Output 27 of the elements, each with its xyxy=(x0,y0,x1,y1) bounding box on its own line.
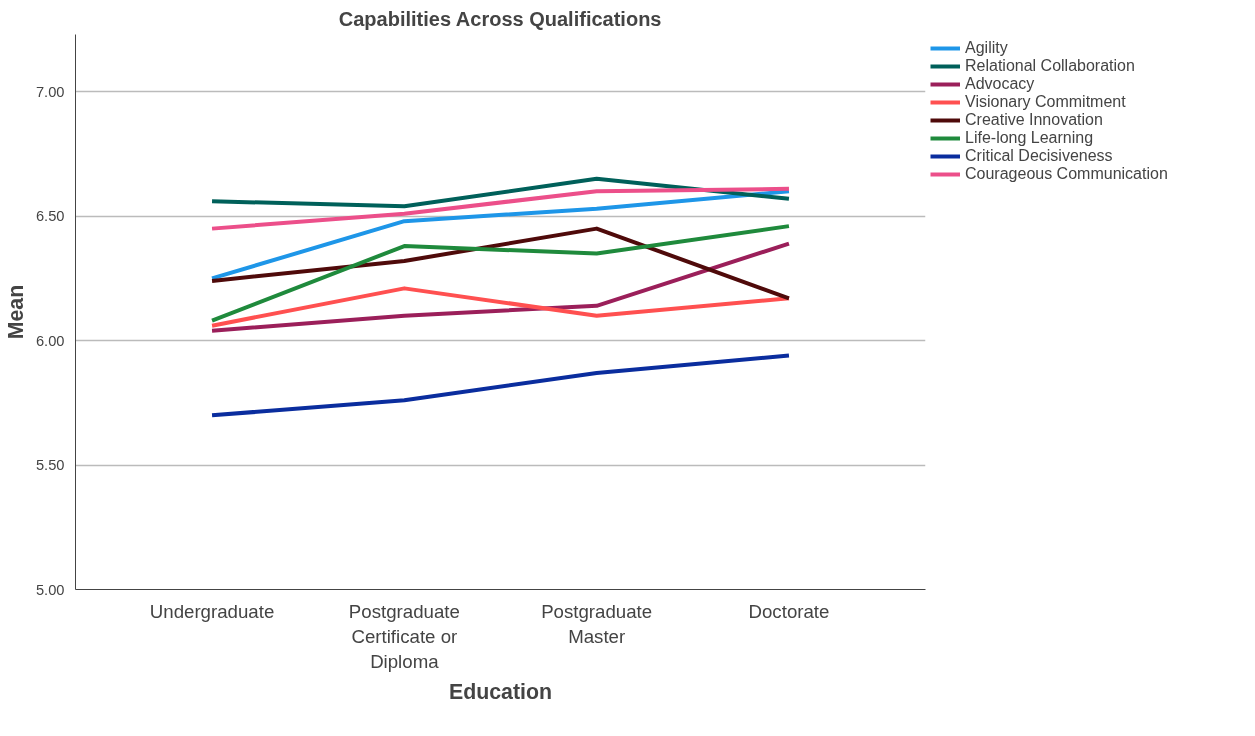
legend-label: Visionary Commitment xyxy=(965,93,1126,111)
legend-label: Courageous Communication xyxy=(965,165,1168,183)
y-tick-label: 7.00 xyxy=(35,83,65,100)
line-series xyxy=(210,353,791,418)
legend-label: Creative Innovation xyxy=(965,111,1103,129)
x-tick-label: Postgraduate Master xyxy=(541,600,653,647)
legend-label: Life-long Learning xyxy=(965,129,1094,147)
y-axis-title: Mean xyxy=(3,284,28,340)
legend-label: Agility xyxy=(965,39,1008,57)
chart-title: Capabilities Across Qualifications xyxy=(338,7,662,30)
y-tick-label: 6.50 xyxy=(35,208,65,225)
line-series xyxy=(210,224,791,323)
line-series xyxy=(210,176,791,209)
legend-label: Critical Decisiveness xyxy=(965,147,1113,165)
y-tick-label: 5.50 xyxy=(35,457,65,474)
y-tick-label: 5.00 xyxy=(35,581,65,598)
line-series xyxy=(210,241,791,333)
legend-label: Advocacy xyxy=(965,75,1035,93)
x-tick-label: Undergraduate xyxy=(149,600,275,622)
x-tick-label: Postgraduate Certificate or Diploma xyxy=(348,600,460,672)
line-series xyxy=(210,186,791,231)
line-series xyxy=(210,226,791,301)
x-axis-title: Education xyxy=(448,679,553,704)
legend-label: Relational Collaboration xyxy=(965,57,1135,75)
y-tick-label: 6.00 xyxy=(35,332,65,349)
line-series xyxy=(210,189,791,281)
x-tick-label: Doctorate xyxy=(748,600,830,622)
